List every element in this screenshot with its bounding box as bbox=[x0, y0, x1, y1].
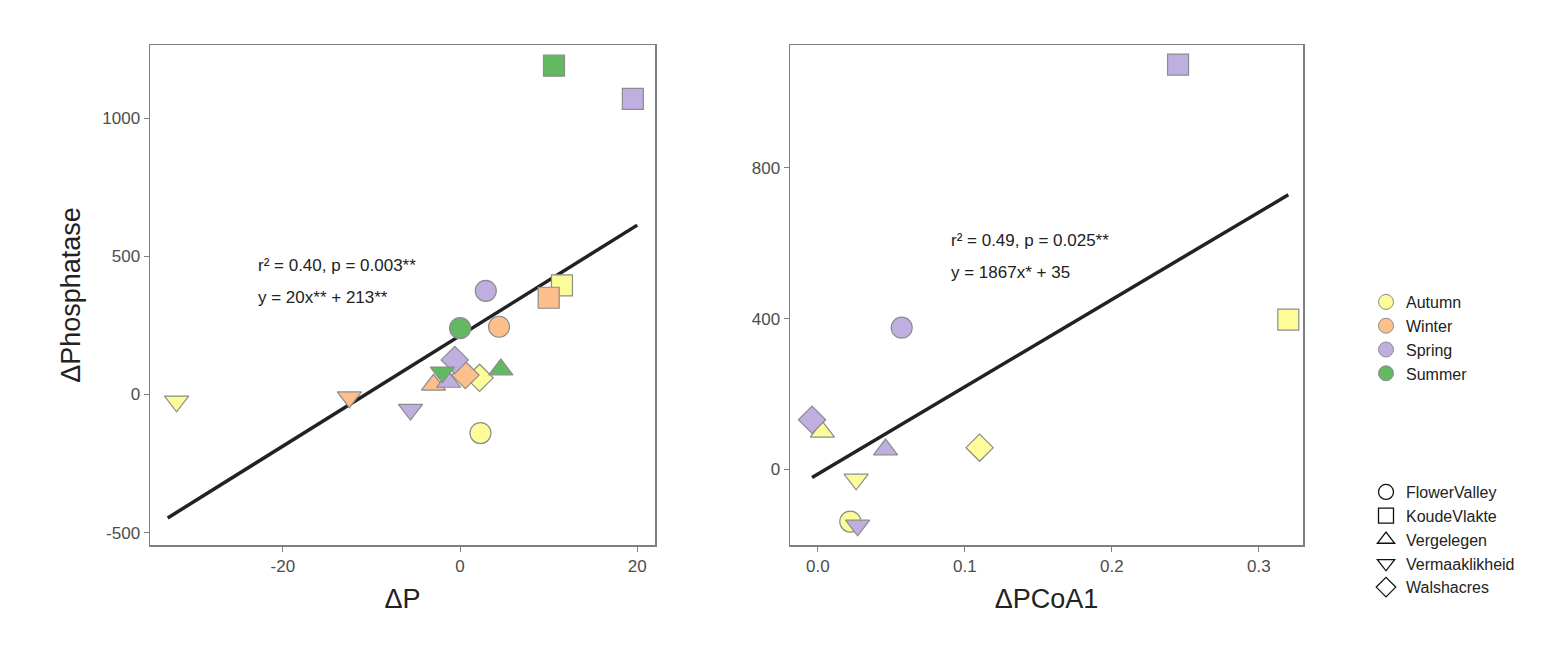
svg-text:0.3: 0.3 bbox=[1247, 557, 1271, 576]
svg-text:FlowerValley: FlowerValley bbox=[1406, 484, 1496, 501]
svg-text:20: 20 bbox=[628, 557, 647, 576]
svg-text:800: 800 bbox=[752, 159, 780, 178]
svg-text:y = 1867x* + 35: y = 1867x* + 35 bbox=[951, 263, 1070, 282]
svg-text:0.1: 0.1 bbox=[953, 557, 977, 576]
svg-text:Spring: Spring bbox=[1406, 342, 1452, 359]
svg-text:Winter: Winter bbox=[1406, 318, 1453, 335]
svg-text:Autumn: Autumn bbox=[1406, 294, 1461, 311]
svg-text:400: 400 bbox=[752, 310, 780, 329]
svg-text:500: 500 bbox=[112, 247, 140, 266]
svg-text:y = 20x** + 213**: y = 20x** + 213** bbox=[258, 288, 388, 307]
svg-text:0: 0 bbox=[455, 557, 464, 576]
svg-text:1000: 1000 bbox=[102, 109, 140, 128]
svg-text:ΔPCoA1: ΔPCoA1 bbox=[995, 584, 1099, 614]
svg-text:-20: -20 bbox=[271, 557, 296, 576]
svg-text:ΔPhosphatase: ΔPhosphatase bbox=[56, 207, 86, 383]
svg-text:Vermaaklikheid: Vermaaklikheid bbox=[1406, 556, 1515, 573]
svg-text:Summer: Summer bbox=[1406, 366, 1467, 383]
svg-text:Vergelegen: Vergelegen bbox=[1406, 532, 1487, 549]
svg-text:KoudeVlakte: KoudeVlakte bbox=[1406, 508, 1497, 525]
svg-text:0.0: 0.0 bbox=[806, 557, 830, 576]
svg-text:0: 0 bbox=[771, 460, 780, 479]
svg-text:r² = 0.40, p = 0.003**: r² = 0.40, p = 0.003** bbox=[258, 256, 416, 275]
svg-text:0.2: 0.2 bbox=[1100, 557, 1124, 576]
svg-text:0: 0 bbox=[131, 385, 140, 404]
svg-text:r² = 0.49, p = 0.025**: r² = 0.49, p = 0.025** bbox=[951, 231, 1109, 250]
svg-text:Walshacres: Walshacres bbox=[1406, 579, 1489, 596]
svg-text:-500: -500 bbox=[106, 524, 140, 543]
svg-text:ΔP: ΔP bbox=[384, 584, 420, 614]
